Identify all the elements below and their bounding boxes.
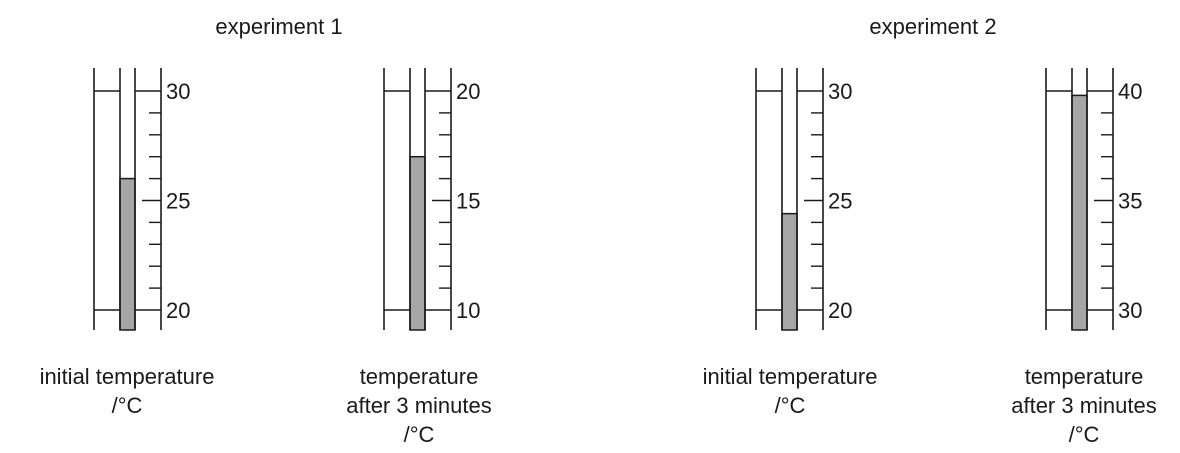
caption-line: after 3 minutes xyxy=(1011,393,1157,418)
exp1-after-scale-label: 10 xyxy=(456,298,480,323)
caption-line: /°C xyxy=(403,422,435,447)
exp1-after-thermometer: 20 15 10 xyxy=(383,68,480,331)
caption-line: temperature xyxy=(1024,364,1144,389)
caption-line: temperature xyxy=(359,364,479,389)
exp2-initial-caption: initial temperature /°C xyxy=(660,362,920,420)
exp1-initial-thermometer: 30 25 20 xyxy=(93,68,190,331)
caption-line: initial temperature xyxy=(39,364,215,389)
caption-line: after 3 minutes xyxy=(346,393,492,418)
exp2-after-liquid-column xyxy=(1071,94,1088,331)
exp2-initial-scale-label: 30 xyxy=(828,79,852,104)
exp1-initial-liquid-column xyxy=(119,177,136,331)
exp1-initial-scale-label: 30 xyxy=(166,79,190,104)
exp2-initial-liquid-column xyxy=(781,212,798,331)
exp2-after-caption: temperature after 3 minutes /°C xyxy=(954,362,1180,449)
exp2-after-scale-label: 35 xyxy=(1118,189,1142,214)
exp1-after-scale-label: 15 xyxy=(456,189,480,214)
exp2-after-scale-label: 30 xyxy=(1118,298,1142,323)
caption-line: initial temperature xyxy=(702,364,878,389)
caption-line: /°C xyxy=(111,393,143,418)
exp1-initial-scale-label: 25 xyxy=(166,189,190,214)
caption-line: /°C xyxy=(1068,422,1100,447)
experiment-2-title: experiment 2 xyxy=(869,14,997,39)
caption-line: /°C xyxy=(774,393,806,418)
exp2-initial-thermometer: 30 25 20 xyxy=(755,68,852,331)
exp1-after-caption: temperature after 3 minutes /°C xyxy=(289,362,549,449)
exp2-after-thermometer: 40 35 30 xyxy=(1045,68,1142,331)
experiment-1-title: experiment 1 xyxy=(215,14,343,39)
exp1-initial-scale-label: 20 xyxy=(166,298,190,323)
exp2-initial-scale-label: 25 xyxy=(828,189,852,214)
exp1-initial-caption: initial temperature /°C xyxy=(0,362,257,420)
exp2-initial-scale-label: 20 xyxy=(828,298,852,323)
exp2-after-scale-label: 40 xyxy=(1118,79,1142,104)
exp1-after-scale-label: 20 xyxy=(456,79,480,104)
exp1-after-liquid-column xyxy=(409,155,426,331)
